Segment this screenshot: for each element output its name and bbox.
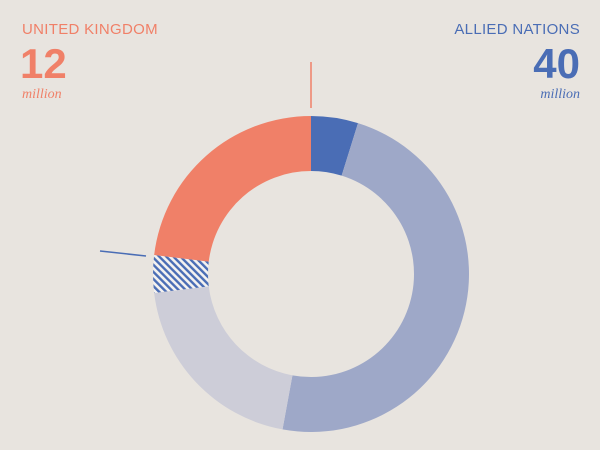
donut-segment (311, 116, 359, 176)
pointer-line (99, 250, 147, 257)
uk-unit: million (22, 87, 62, 102)
donut-segment (282, 123, 470, 433)
donut (153, 116, 470, 433)
uk-label: UNITED KINGDOM (22, 21, 158, 38)
donut-segment (154, 116, 311, 262)
donut-segment (153, 254, 209, 294)
uk-value: 12 (20, 40, 67, 87)
uk-annotation: UNITED KINGDOM 12 million (20, 21, 158, 102)
allied-value: 40 (533, 40, 580, 87)
donut-segment (154, 286, 293, 430)
allied-unit: million (540, 87, 580, 102)
allied-label: ALLIED NATIONS (454, 21, 580, 38)
allied-annotation: ALLIED NATIONS 40 million (454, 21, 580, 102)
